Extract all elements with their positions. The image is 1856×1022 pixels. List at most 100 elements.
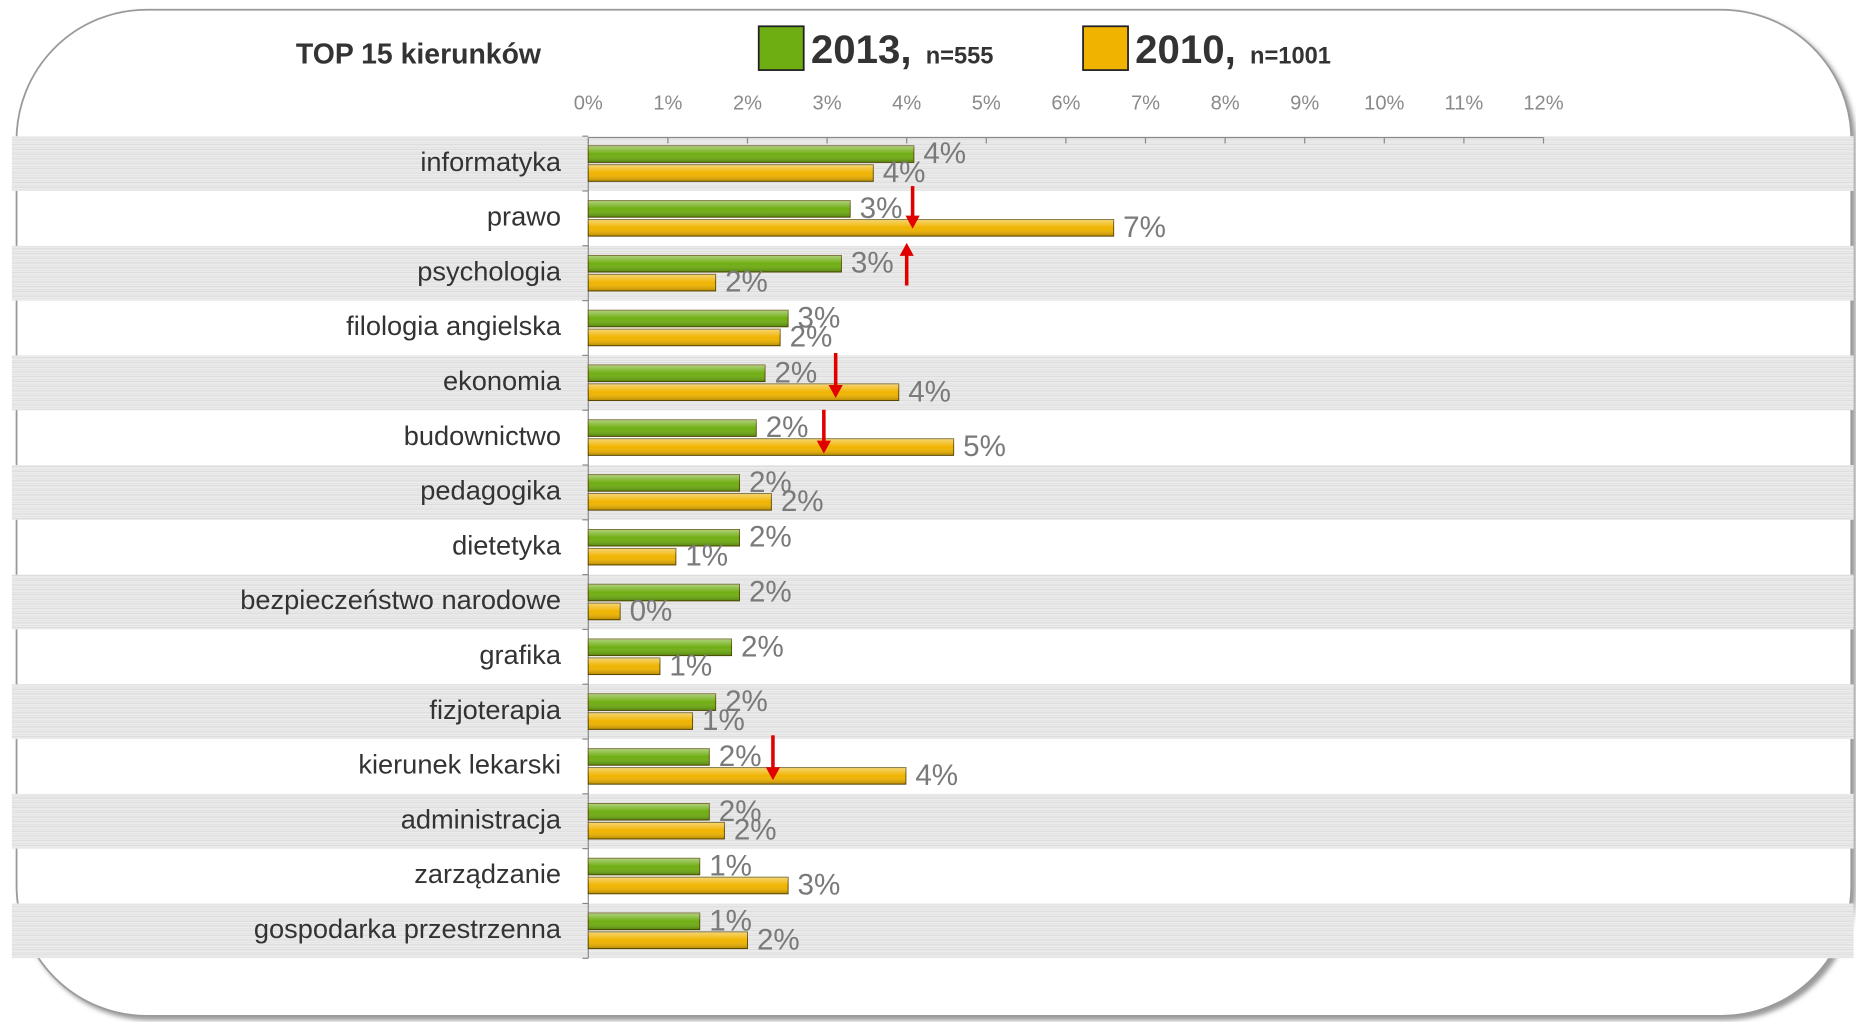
value-label: 2% xyxy=(741,630,784,663)
value-label: 1% xyxy=(685,540,728,573)
row-stripe xyxy=(11,136,1854,191)
bar-gloss xyxy=(588,584,740,601)
value-label: 2% xyxy=(734,814,777,847)
value-label: 7% xyxy=(1123,211,1166,244)
bar-gloss xyxy=(588,803,710,821)
trend-arrows xyxy=(765,186,920,781)
value-label: 2% xyxy=(749,521,792,554)
value-label: 2% xyxy=(749,576,792,609)
category-label: fizjoterapia xyxy=(429,694,561,725)
bar-gloss xyxy=(588,145,914,163)
category-label: zarządzanie xyxy=(414,858,561,889)
value-label: 4% xyxy=(915,759,958,792)
value-label: 5% xyxy=(963,430,1006,463)
x-tick-label: 9% xyxy=(1290,93,1319,115)
value-label: 3% xyxy=(798,869,841,902)
bar-gloss xyxy=(588,913,700,930)
row-stripe xyxy=(11,684,1854,740)
x-tick-label: 2% xyxy=(733,93,762,115)
value-label: 2% xyxy=(757,923,800,956)
bar-gloss xyxy=(588,329,781,346)
bar-gloss xyxy=(588,767,906,785)
bar-gloss xyxy=(588,529,740,547)
bar-gloss xyxy=(588,658,660,675)
x-tick-label: 8% xyxy=(1211,93,1240,115)
value-label: 0% xyxy=(630,594,673,627)
x-tick-label: 6% xyxy=(1051,93,1080,115)
arrow-head xyxy=(816,440,831,454)
bar-gloss xyxy=(588,932,748,949)
row-stripes xyxy=(11,136,1854,959)
category-label: prawo xyxy=(487,201,561,232)
bar-gloss xyxy=(588,365,766,382)
value-label: 2% xyxy=(719,795,762,828)
x-tick-label: 5% xyxy=(972,93,1001,115)
category-label: kierunek lekarski xyxy=(358,749,561,780)
legend-sample: n=555 xyxy=(926,43,994,69)
row-stripe xyxy=(11,793,1854,849)
x-tick-label: 10% xyxy=(1364,93,1404,115)
legend-label: 2013, xyxy=(811,27,912,72)
bar-gloss xyxy=(588,693,716,711)
row-stripe xyxy=(11,245,1854,301)
bar-gloss xyxy=(588,438,954,456)
bar-gloss xyxy=(588,310,789,327)
legend-sample: n=1001 xyxy=(1250,43,1331,69)
value-label: 3% xyxy=(798,302,841,335)
category-label: gospodarka przestrzenna xyxy=(254,913,562,944)
bar-gloss xyxy=(588,164,874,182)
row-stripe xyxy=(11,574,1854,630)
category-label: dietetyka xyxy=(452,529,562,560)
bar-gloss xyxy=(588,219,1114,237)
category-label: grafika xyxy=(479,639,562,670)
value-label: 4% xyxy=(883,156,926,189)
row-stripe xyxy=(11,355,1854,411)
arrow-head xyxy=(905,215,920,229)
arrow-head xyxy=(765,767,781,781)
category-label: filologia angielska xyxy=(346,310,562,341)
category-label: budownictwo xyxy=(404,420,561,451)
x-tick-label: 0% xyxy=(574,93,603,115)
x-tick-label: 12% xyxy=(1523,93,1563,115)
bar-gloss xyxy=(588,493,772,511)
value-label: 2% xyxy=(781,485,824,518)
legend-label: 2010, xyxy=(1135,27,1236,72)
category-label: informatyka xyxy=(420,146,562,177)
value-label: 1% xyxy=(702,704,745,737)
value-label: 4% xyxy=(923,137,966,170)
arrow-head xyxy=(828,384,843,398)
bar-gloss xyxy=(588,419,757,437)
value-label: 4% xyxy=(908,375,951,408)
bar-gloss xyxy=(588,822,725,839)
row-stripe xyxy=(11,465,1854,520)
category-label: administracja xyxy=(401,803,562,834)
value-label: 2% xyxy=(790,320,833,353)
category-label: psychologia xyxy=(417,255,562,286)
bar-gloss xyxy=(588,603,621,620)
bar-gloss xyxy=(588,474,740,492)
legend-swatch xyxy=(757,25,805,71)
value-label: 3% xyxy=(851,247,894,280)
x-tick-label: 7% xyxy=(1131,93,1160,115)
x-tick-label: 3% xyxy=(813,93,842,115)
row-stripe xyxy=(11,903,1854,959)
value-label: 1% xyxy=(669,649,712,682)
category-label: pedagogika xyxy=(420,475,562,506)
value-label: 2% xyxy=(725,685,768,718)
bar-gloss xyxy=(588,200,851,218)
arrow-head xyxy=(899,242,914,256)
x-tick-label: 11% xyxy=(1445,93,1484,115)
bar-gloss xyxy=(588,712,693,730)
value-label: 2% xyxy=(725,266,768,299)
plot: 2013, n=555 2010, n=1001 informatyka prawo psy… xyxy=(240,25,1564,959)
bar-gloss xyxy=(588,877,789,894)
bar-gloss xyxy=(588,639,732,656)
x-tick-label: 1% xyxy=(653,93,682,115)
bar-gloss xyxy=(588,748,710,766)
bar-gloss xyxy=(588,383,899,401)
legend-swatch xyxy=(1082,25,1129,71)
chart-title: TOP 15 kierunków xyxy=(296,38,542,70)
bar-gloss xyxy=(588,548,676,565)
